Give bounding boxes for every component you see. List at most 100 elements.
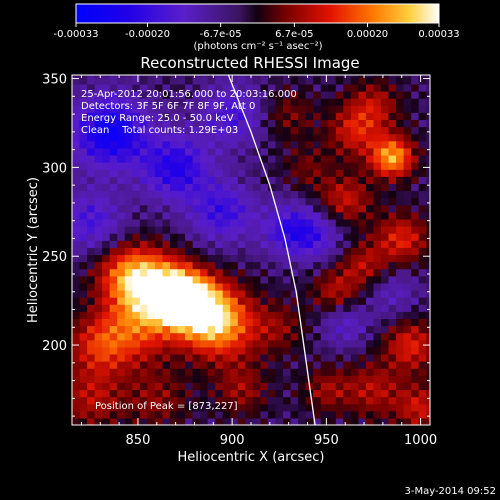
heatmap-cell <box>298 211 307 220</box>
heatmap-cell <box>245 325 254 334</box>
heatmap-cell <box>267 176 277 184</box>
heatmap-cell <box>290 119 299 128</box>
heatmap-cell <box>350 403 359 412</box>
heatmap-cell <box>139 75 148 78</box>
heatmap-cell <box>222 410 231 419</box>
heatmap-cell <box>426 105 430 113</box>
heatmap-cell <box>192 126 201 135</box>
heatmap-cell <box>275 410 284 419</box>
heatmap-cell <box>305 375 314 383</box>
heatmap-cell <box>328 211 337 220</box>
heatmap-cell <box>320 126 329 135</box>
heatmap-cell <box>305 275 314 284</box>
heatmap-cell <box>298 282 307 291</box>
heatmap-cell <box>411 76 420 85</box>
heatmap-cell <box>305 311 314 319</box>
heatmap-cell <box>185 190 194 199</box>
heatmap-cell <box>87 233 96 241</box>
heatmap-cell <box>358 346 367 355</box>
heatmap-cell <box>343 289 352 298</box>
heatmap-cell <box>72 233 81 241</box>
heatmap-cell <box>72 282 81 291</box>
heatmap-cell <box>260 332 269 341</box>
heatmap-cell <box>185 240 194 248</box>
heatmap-cell <box>185 247 194 256</box>
heatmap-cell <box>132 218 141 227</box>
heatmap-cell <box>215 247 224 256</box>
heatmap-cell <box>381 332 390 341</box>
heatmap-cell <box>403 90 412 99</box>
heatmap-cell <box>207 403 216 412</box>
heatmap-cell <box>109 105 118 113</box>
heatmap-cell <box>207 218 216 227</box>
heatmap-cell <box>381 147 390 156</box>
heatmap-cell <box>72 311 81 319</box>
heatmap-cell <box>147 190 156 199</box>
heatmap-cell <box>418 325 427 334</box>
heatmap-cell <box>139 375 148 383</box>
heatmap-cell <box>350 318 359 327</box>
heatmap-cell <box>267 240 277 248</box>
heatmap-cell <box>207 140 216 149</box>
heatmap-cell <box>169 275 179 284</box>
heatmap-cell <box>169 76 179 85</box>
heatmap-cell <box>215 396 224 405</box>
heatmap-cell <box>185 90 194 99</box>
heatmap-cell <box>335 282 344 291</box>
heatmap-cell <box>147 240 156 248</box>
heatmap-cell <box>283 218 292 227</box>
heatmap-cell <box>343 339 352 348</box>
heatmap-cell <box>373 176 382 184</box>
heatmap-cell <box>305 368 314 376</box>
heatmap-cell <box>169 282 179 291</box>
heatmap-cell <box>305 169 314 177</box>
heatmap-cell <box>222 346 231 355</box>
heatmap-cell <box>154 183 164 192</box>
heatmap-cell <box>426 211 430 220</box>
heatmap-cell <box>162 254 171 263</box>
heatmap-cell <box>192 375 201 383</box>
heatmap-cell <box>87 98 96 106</box>
heatmap-cell <box>373 332 382 341</box>
heatmap-cell <box>245 176 254 184</box>
heatmap-cell <box>245 254 254 263</box>
heatmap-cell <box>343 162 352 170</box>
heatmap-cell <box>426 368 430 376</box>
heatmap-cell <box>139 147 148 156</box>
heatmap-cell <box>290 361 299 369</box>
heatmap-cell <box>117 112 126 121</box>
heatmap-cell <box>79 247 88 256</box>
heatmap-cell <box>388 261 397 270</box>
heatmap-cell <box>132 332 141 341</box>
footer-date: 3-May-2014 09:52 <box>404 486 496 497</box>
heatmap-cell <box>215 176 224 184</box>
heatmap-cell <box>267 268 277 277</box>
heatmap-cell <box>328 311 337 319</box>
heatmap-cell <box>207 410 216 419</box>
heatmap-cell <box>298 226 307 234</box>
heatmap-cell <box>94 133 103 142</box>
colorbar: -0.00033 -0.00020 -6.7e-05 6.7e-05 0.00020 0.… <box>54 3 460 52</box>
heatmap-cell <box>313 332 322 341</box>
heatmap-cell <box>200 76 209 85</box>
heatmap-cell <box>343 83 352 92</box>
heatmap-cell <box>298 403 307 412</box>
heatmap-cell <box>147 204 156 213</box>
heatmap-cell <box>313 297 322 305</box>
heatmap-cell <box>207 361 216 369</box>
heatmap-cell <box>237 325 246 334</box>
heatmap-cell <box>94 83 103 92</box>
heatmap-cell <box>117 226 126 234</box>
heatmap-cell <box>245 261 254 270</box>
heatmap-cell <box>343 75 352 78</box>
heatmap-cell <box>328 112 337 121</box>
heatmap-cell <box>388 403 397 412</box>
heatmap-cell <box>343 417 352 425</box>
heatmap-cell <box>207 162 216 170</box>
heatmap-cell <box>426 261 430 270</box>
heatmap-cell <box>328 147 337 156</box>
heatmap-cell <box>192 133 201 142</box>
heatmap-cell <box>200 304 209 312</box>
heatmap-cell <box>72 396 81 405</box>
